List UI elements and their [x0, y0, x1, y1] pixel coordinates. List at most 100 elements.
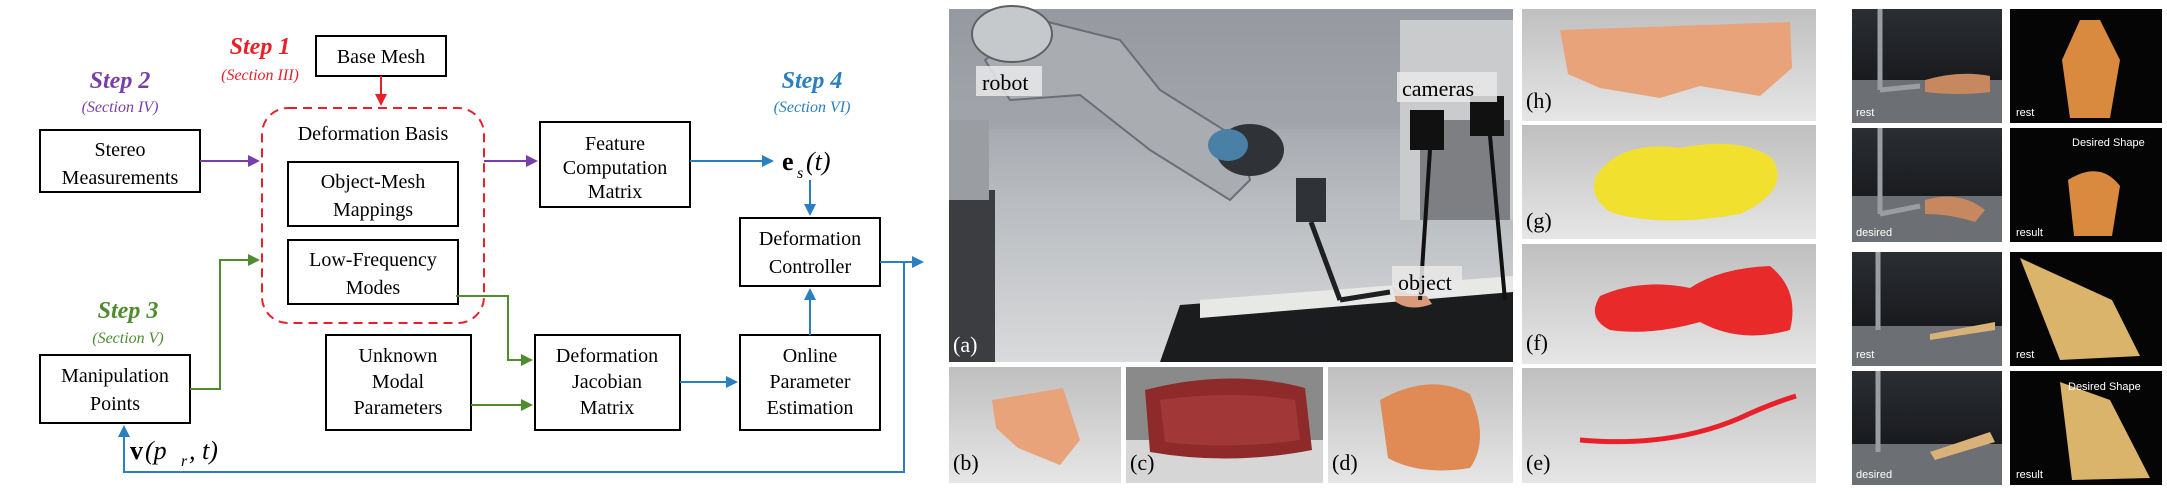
- online-estimation-box: Online Parameter Estimation: [739, 334, 881, 431]
- controller-line1: Deformation: [759, 228, 861, 250]
- es-e: e: [782, 147, 794, 176]
- label-object: object: [1398, 270, 1452, 295]
- unknown-line3: Parameters: [354, 397, 443, 419]
- panel-letter-b: (b): [953, 450, 979, 475]
- arrow-feedback-to-manip: [118, 262, 905, 473]
- step3-section: (Section V): [92, 330, 164, 347]
- manip-line2: Points: [90, 393, 140, 415]
- sim-top-rest-render: rest: [2010, 9, 2162, 123]
- v-sub: r: [181, 453, 188, 470]
- step3-title: Step 3: [98, 298, 159, 324]
- manipulation-velocity-label: v (p r , t): [130, 436, 218, 470]
- sim-thumbnails: rest rest desired Desired Shape result: [1852, 9, 2162, 485]
- deformation-jacobian-box: Deformation Jacobian Matrix: [534, 334, 681, 431]
- arrow-manip-to-basis: [190, 254, 260, 390]
- step3-label: Step 3 (Section V): [92, 298, 164, 347]
- sim-bottom-desired-shape-label: Desired Shape: [2068, 381, 2141, 393]
- base-mesh-text: Base Mesh: [337, 46, 425, 68]
- photo-panel-d: (d): [1328, 367, 1513, 483]
- panel-letter-a: (a): [953, 332, 977, 357]
- step1-title: Step 1: [230, 34, 291, 60]
- sim-bottom-result-label: result: [2016, 469, 2043, 481]
- sim-top-rest-render-label: rest: [2016, 107, 2034, 119]
- sim-bottom-rest-render-label: rest: [2016, 349, 2034, 361]
- low-frequency-line2: Modes: [346, 277, 401, 299]
- sim-top-desired-shape-label: Desired Shape: [2072, 137, 2145, 149]
- arrow-basis-to-jacobian: [456, 295, 533, 366]
- manipulation-points-box: Manipulation Points: [39, 354, 191, 424]
- panel-letter-h: (h): [1526, 88, 1552, 113]
- sim-bottom-rest-photo: rest: [1852, 252, 2002, 366]
- panel-letter-c: (c): [1130, 450, 1154, 475]
- photo-panel-g: (g): [1522, 125, 1816, 239]
- stereo-line2: Measurements: [62, 167, 179, 189]
- photo-panel-c: (c): [1126, 367, 1323, 483]
- deformation-basis-title: Deformation Basis: [298, 123, 449, 145]
- es-arg: (t): [806, 147, 831, 176]
- panel-letter-f: (f): [1526, 330, 1548, 355]
- low-frequency-box: Low-Frequency Modes: [287, 239, 459, 305]
- unknown-modal-box: Unknown Modal Parameters: [325, 334, 472, 431]
- es-sub: s: [797, 165, 803, 182]
- panel-letter-g: (g): [1526, 208, 1552, 233]
- step4-section: (Section VI): [774, 99, 851, 116]
- photo-panel-f: (f): [1522, 244, 1816, 364]
- sim-top-desired-label: desired: [1856, 227, 1892, 239]
- deformation-basis-group: Deformation Basis Object-Mesh Mappings L…: [261, 107, 485, 324]
- step2-section: (Section IV): [82, 99, 159, 116]
- step2-title: Step 2: [90, 68, 151, 94]
- flow-diagram: Step 1 (Section III) Step 2 (Section IV)…: [39, 34, 924, 473]
- online-line1: Online: [783, 345, 838, 367]
- photo-panel-h: (h): [1522, 9, 1816, 121]
- photo-panel-e: (e): [1522, 368, 1816, 483]
- stereo-line1: Stereo: [94, 139, 145, 161]
- unknown-line2: Modal: [372, 371, 425, 393]
- v-main: v: [130, 436, 143, 465]
- jacobian-line1: Deformation: [556, 345, 658, 367]
- step2-label: Step 2 (Section IV): [82, 68, 159, 116]
- base-mesh-box: Base Mesh: [315, 35, 447, 77]
- jacobian-line2: Jacobian: [572, 371, 642, 393]
- sim-top-rest-photo: rest: [1852, 9, 2002, 123]
- object-mesh-line2: Mappings: [333, 199, 413, 221]
- photo-panel-a: robot cameras object (a): [949, 5, 1513, 362]
- panel-letter-d: (d): [1332, 450, 1358, 475]
- sim-bottom-desired-photo: desired: [1852, 371, 2002, 485]
- feature-line3: Matrix: [588, 181, 642, 203]
- panel-letter-e: (e): [1526, 450, 1550, 475]
- photo-panel-b: (b): [949, 367, 1121, 483]
- manip-line1: Manipulation: [61, 365, 169, 387]
- object-mesh-box: Object-Mesh Mappings: [287, 161, 459, 227]
- v-end: , t): [189, 436, 218, 465]
- step1-section: (Section III): [221, 67, 299, 84]
- sim-bottom-rest-render: rest: [2010, 252, 2162, 366]
- sim-bottom-result-render: Desired Shape result: [2010, 371, 2162, 485]
- sim-top-desired-photo: desired: [1852, 128, 2002, 242]
- jacobian-line3: Matrix: [580, 397, 634, 419]
- feature-line2: Computation: [563, 157, 667, 179]
- label-cameras: cameras: [1402, 76, 1474, 101]
- unknown-line1: Unknown: [359, 345, 438, 367]
- deformation-controller-box: Deformation Controller: [739, 217, 881, 287]
- v-args: (p: [145, 436, 167, 465]
- feature-matrix-box: Feature Computation Matrix: [539, 121, 691, 208]
- flow-arrows: [118, 76, 924, 473]
- feature-line1: Feature: [585, 133, 645, 155]
- sim-bottom-desired-label: desired: [1856, 469, 1892, 481]
- step1-label: Step 1 (Section III): [221, 34, 299, 84]
- online-line3: Estimation: [767, 397, 854, 419]
- sim-top-result-label: result: [2016, 227, 2043, 239]
- error-signal-label: e s (t): [782, 147, 831, 182]
- sim-bottom-rest-label: rest: [1856, 349, 1874, 361]
- object-mesh-line1: Object-Mesh: [321, 171, 425, 193]
- step4-title: Step 4: [782, 68, 843, 94]
- sim-top-rest-label: rest: [1856, 107, 1874, 119]
- step4-label: Step 4 (Section VI): [774, 68, 851, 116]
- label-robot: robot: [982, 70, 1028, 95]
- stereo-measurements-box: Stereo Measurements: [39, 129, 201, 193]
- online-line2: Parameter: [769, 371, 850, 393]
- low-frequency-line1: Low-Frequency: [309, 249, 437, 271]
- controller-line2: Controller: [769, 256, 852, 278]
- sim-top-result-render: Desired Shape result: [2010, 128, 2162, 242]
